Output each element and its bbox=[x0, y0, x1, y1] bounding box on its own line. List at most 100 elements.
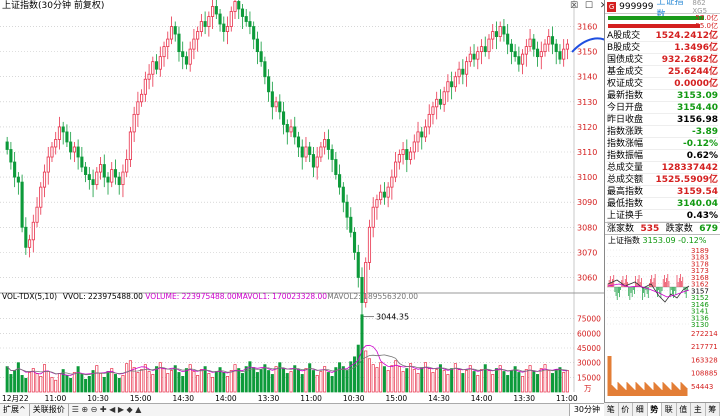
quote-header: G 999999 上证指数 862 XG5 bbox=[605, 0, 720, 20]
candle-body bbox=[5, 141, 9, 150]
volume-bar bbox=[237, 368, 241, 393]
candle-body bbox=[177, 33, 181, 53]
quote-row-value: 1.3496亿 bbox=[674, 43, 718, 53]
candle-body bbox=[461, 68, 465, 75]
candle-body bbox=[431, 106, 435, 115]
period-selector[interactable]: 30分钟 bbox=[568, 404, 604, 416]
candle-body bbox=[16, 176, 20, 183]
volume-bar bbox=[181, 376, 185, 393]
quote-tab[interactable]: 值 bbox=[677, 403, 691, 416]
candle-body bbox=[98, 164, 103, 173]
candle-body bbox=[155, 61, 159, 70]
y-tick-label: 3130 bbox=[577, 98, 597, 107]
quote-tab[interactable]: 势 bbox=[647, 403, 662, 416]
volume-bar bbox=[427, 368, 431, 393]
volume-bar bbox=[300, 374, 304, 393]
candle-body bbox=[13, 161, 17, 178]
volume-bar bbox=[285, 373, 289, 393]
candle-body bbox=[547, 36, 551, 45]
chart-controls[interactable]: ☰ ⊕ ⊖ ✚ ◀ ▶ ◆ ▲ bbox=[71, 405, 142, 414]
volume-bar bbox=[536, 374, 540, 393]
candle-body bbox=[300, 146, 304, 158]
ratio-up-value: 57.0亿 bbox=[695, 14, 718, 22]
quote-row: 最低指数 3140.04 bbox=[607, 198, 718, 210]
candle-body bbox=[166, 38, 170, 48]
volume-bar bbox=[338, 362, 342, 393]
index-name[interactable]: 上证指数 bbox=[656, 0, 684, 20]
candle-body bbox=[162, 46, 166, 58]
chart-title: 上证指数(30分钟 前复权) bbox=[2, 1, 105, 11]
quote-row-value: 25.6244亿 bbox=[668, 67, 718, 77]
quote-tab[interactable]: 筹 bbox=[706, 403, 720, 416]
candle-body bbox=[181, 51, 185, 58]
candle-body bbox=[214, 6, 218, 15]
candle-body bbox=[132, 113, 136, 133]
price-area: 3060 3070 3080 3090 3100 3110 3120 3130 3140 3150… bbox=[0, 0, 604, 392]
quote-tab[interactable]: 价 bbox=[619, 403, 633, 416]
expand-tab[interactable]: 扩展^ bbox=[0, 404, 30, 416]
index-code: 999999 bbox=[619, 1, 654, 12]
volume-bar bbox=[375, 367, 379, 393]
volume-bar bbox=[431, 372, 435, 393]
candle-body bbox=[274, 101, 278, 108]
mini-vol-tick: 163328 bbox=[691, 356, 718, 364]
volume-bar bbox=[483, 364, 487, 393]
candle-body bbox=[110, 169, 114, 183]
quote-tabs: 笔价细势联值主筹 bbox=[604, 402, 720, 416]
candle-body bbox=[352, 231, 357, 253]
intraday-mini-chart[interactable]: 3189318331783173316831623157315231463141… bbox=[605, 246, 720, 401]
x-tick-label: 11:00 bbox=[556, 394, 578, 403]
candle-body bbox=[113, 169, 118, 178]
volume-bar bbox=[326, 372, 330, 393]
kline-chart[interactable]: 3060 3070 3080 3090 3100 3110 3120 3130 3140 3150… bbox=[0, 0, 604, 403]
related-quote-tab[interactable]: 关联报价 bbox=[30, 404, 69, 416]
candle-body bbox=[494, 31, 499, 37]
volume-bar bbox=[54, 379, 58, 393]
candle-body bbox=[345, 201, 349, 218]
quote-tab[interactable]: 主 bbox=[691, 403, 706, 416]
quote-row: 总成交额 1525.5909亿 bbox=[607, 174, 718, 186]
quote-tab[interactable]: 笔 bbox=[604, 403, 619, 416]
volume-bar bbox=[35, 373, 39, 393]
window-controls[interactable]: ☒ ☐ ✕ bbox=[570, 1, 610, 11]
decline-label: 跌家数 bbox=[665, 224, 693, 234]
volume-bar bbox=[423, 362, 427, 393]
candle-body bbox=[281, 111, 286, 125]
volume-bar bbox=[442, 370, 446, 393]
candle-body bbox=[147, 73, 151, 80]
quote-row-label: 权证成交 bbox=[607, 79, 644, 89]
quote-row: 指数涨跌 -3.89 bbox=[607, 126, 718, 138]
advance-decline-row: 涨家数 535 跌家数 679 bbox=[605, 222, 720, 235]
candle-body bbox=[289, 126, 293, 133]
quote-row-label: 最新指数 bbox=[607, 91, 644, 101]
volume-bar bbox=[282, 368, 286, 393]
candle-body bbox=[472, 53, 476, 60]
volume-bar bbox=[184, 368, 188, 393]
volume-bar bbox=[371, 364, 375, 393]
drawn-trend-curve bbox=[571, 37, 604, 53]
candle-body bbox=[532, 38, 536, 50]
volume-bar bbox=[28, 372, 32, 393]
quote-row-value: -3.89 bbox=[692, 127, 718, 137]
y-tick-label: 3150 bbox=[577, 48, 597, 57]
quote-tab[interactable]: 联 bbox=[662, 403, 677, 416]
candle-body bbox=[476, 51, 480, 60]
candle-body bbox=[483, 46, 487, 53]
candle-body bbox=[196, 31, 200, 40]
candle-body bbox=[311, 154, 315, 168]
candle-body bbox=[35, 206, 39, 223]
quote-row: A股成交 1524.2412亿 bbox=[607, 30, 718, 42]
mini-price-tick: 3178 bbox=[691, 260, 709, 268]
volume-bar bbox=[117, 377, 121, 393]
volume-bar bbox=[162, 368, 166, 393]
candle-body bbox=[539, 51, 543, 58]
volume-bar bbox=[132, 367, 136, 393]
y-tick-label: 3100 bbox=[577, 173, 597, 182]
advance-value: 535 bbox=[640, 224, 660, 234]
quote-tab[interactable]: 细 bbox=[633, 403, 648, 416]
volume-bar bbox=[155, 366, 159, 393]
candle-body bbox=[229, 11, 233, 27]
mini-title: 上证指数 bbox=[608, 236, 640, 245]
mini-price-tick: 3157 bbox=[691, 287, 709, 295]
decline-value: 679 bbox=[699, 224, 718, 234]
